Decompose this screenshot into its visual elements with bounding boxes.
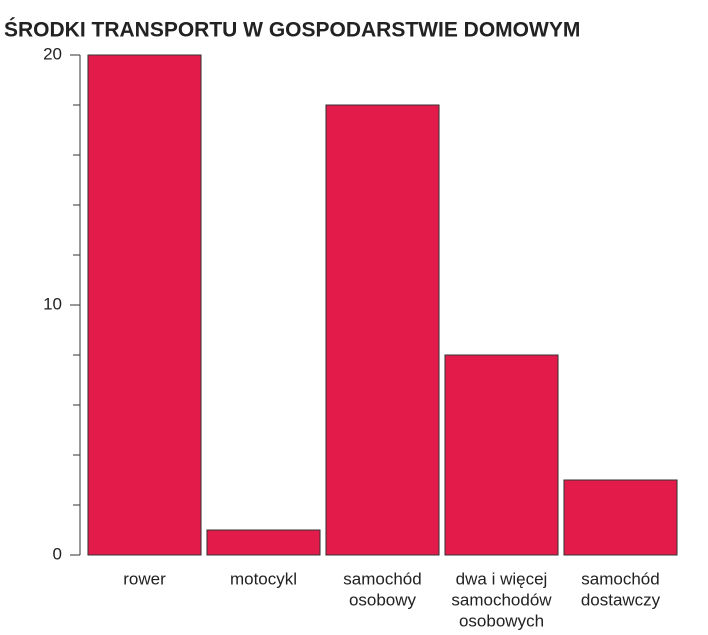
y-tick-label: 20 (43, 44, 62, 63)
x-tick-label: samochód (343, 569, 421, 588)
x-tick-label: motocykl (230, 569, 297, 588)
x-tick-label: osobowy (349, 590, 417, 609)
y-tick-label: 0 (53, 544, 62, 563)
x-tick-label: osobowych (459, 611, 544, 630)
x-tick-label: rower (123, 569, 166, 588)
bar (325, 104, 440, 556)
x-tick-label: dostawczy (581, 590, 661, 609)
bar (206, 529, 321, 556)
bar (563, 479, 678, 556)
y-tick-label: 10 (43, 294, 62, 313)
bar (87, 54, 202, 556)
chart-title: ŚRODKI TRANSPORTU W GOSPODARSTWIE DOMOWY… (4, 18, 580, 42)
x-tick-label: samochodów (451, 590, 552, 609)
x-tick-label: dwa i więcej (456, 569, 548, 588)
x-tick-label: samochód (581, 569, 659, 588)
bar (444, 354, 559, 556)
